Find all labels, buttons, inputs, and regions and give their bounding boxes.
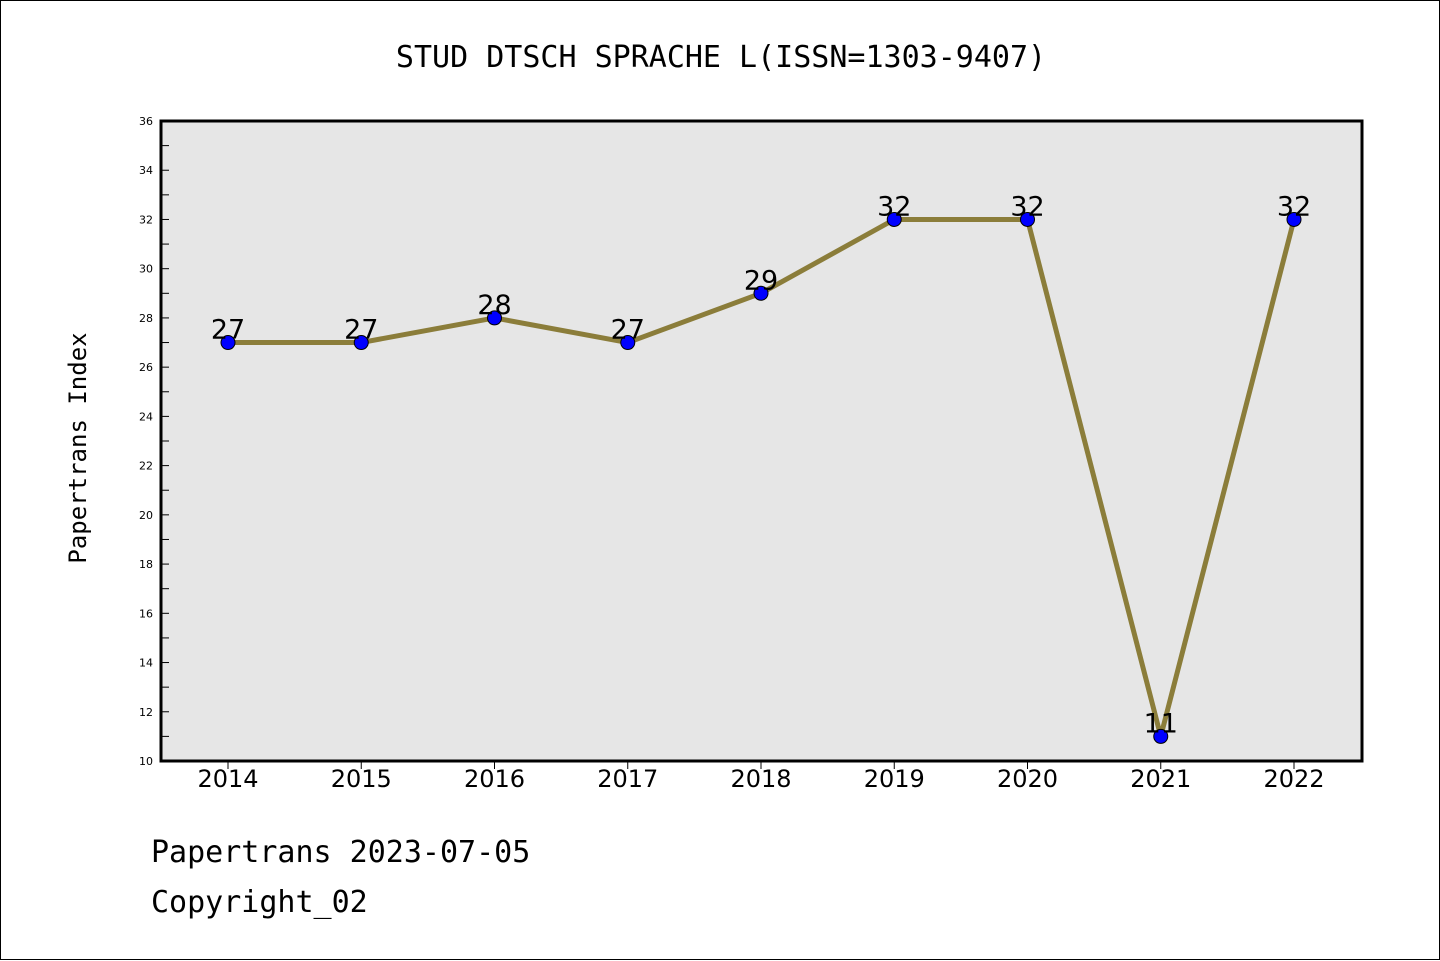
- footer-source: Papertrans 2023-07-05: [151, 835, 531, 870]
- data-label: 27: [344, 315, 378, 346]
- data-label: 32: [1010, 191, 1044, 222]
- y-tick-label: 30: [139, 263, 153, 276]
- data-label: 29: [744, 265, 778, 296]
- data-point: [886, 211, 902, 227]
- data-label: 27: [611, 315, 645, 346]
- y-tick-label: 28: [139, 312, 153, 325]
- y-tick-label: 24: [139, 410, 153, 423]
- y-tick-label: 14: [139, 657, 153, 670]
- x-tick-label: 2016: [464, 765, 525, 793]
- y-axis-ticks: 10 12 14 16 18 20 22 24 26 28 30 32 34 36: [139, 115, 169, 768]
- y-axis-label: Papertrans Index: [64, 332, 92, 563]
- x-tick-label: 2018: [730, 765, 791, 793]
- footer-copyright: Copyright_02: [151, 885, 368, 920]
- data-label: 32: [1277, 191, 1311, 222]
- x-tick-label: 2015: [331, 765, 392, 793]
- x-tick-label: 2020: [997, 765, 1058, 793]
- y-tick-label: 32: [139, 213, 153, 226]
- chart-title: STUD DTSCH SPRACHE L(ISSN=1303-9407): [396, 40, 1046, 75]
- data-point: [487, 310, 502, 326]
- plot-border: [159, 119, 1364, 763]
- data-point: [753, 285, 769, 301]
- y-tick-label: 34: [139, 164, 153, 177]
- data-point: [1153, 728, 1169, 744]
- x-tick-label: 2022: [1263, 765, 1324, 793]
- y-tick-label: 36: [139, 115, 153, 128]
- data-label: 32: [877, 191, 911, 222]
- data-label: 27: [211, 315, 245, 346]
- x-tick-label: 2021: [1130, 765, 1191, 793]
- y-tick-label: 10: [139, 755, 153, 768]
- data-point: [620, 335, 636, 351]
- y-tick-label: 22: [139, 460, 153, 473]
- y-tick-label: 12: [139, 706, 153, 719]
- data-markers: [220, 211, 1302, 744]
- data-point: [1286, 211, 1302, 227]
- data-label: 11: [1144, 708, 1178, 739]
- data-label: 28: [477, 290, 511, 321]
- data-labels: 27 27 28 27 29 32 32 11 32: [211, 191, 1311, 739]
- data-point: [353, 335, 369, 351]
- x-axis-ticks: 2014 2015 2016 2017 2018 2019 2020 2021 2022: [197, 761, 1325, 793]
- y-tick-label: 16: [139, 607, 153, 620]
- x-tick-label: 2014: [197, 765, 258, 793]
- plot-area: [161, 121, 1362, 761]
- y-tick-label: 20: [139, 509, 153, 522]
- x-tick-label: 2019: [864, 765, 925, 793]
- x-tick-label: 2017: [597, 765, 658, 793]
- data-point: [1020, 211, 1035, 227]
- y-tick-label: 26: [139, 361, 153, 374]
- y-tick-label: 18: [139, 558, 153, 571]
- data-point: [220, 335, 236, 351]
